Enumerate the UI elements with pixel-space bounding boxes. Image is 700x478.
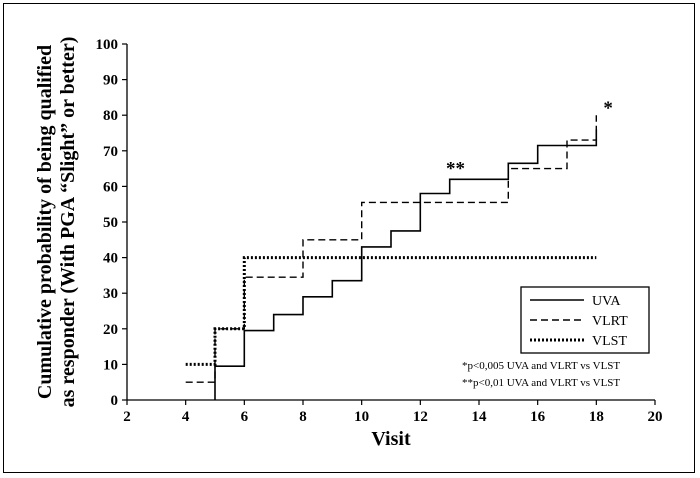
note-significance-1: *p<0,005 UVA and VLRT vs VLST bbox=[462, 360, 620, 372]
series-line-vlrt bbox=[185, 115, 597, 383]
y-tick-label: 90 bbox=[103, 73, 118, 89]
series-line-vlst bbox=[185, 256, 597, 366]
series-line-uva bbox=[214, 129, 598, 400]
y-tick-label: 30 bbox=[103, 286, 118, 302]
axes: 0 10 20 30 40 50 60 70 80 90 100 2 4 6 8 10 12 14 16 18 20 bbox=[96, 37, 663, 425]
x-tick-label: 2 bbox=[123, 409, 131, 425]
x-tick-label: 10 bbox=[354, 409, 369, 425]
y-tick-label: 100 bbox=[96, 37, 119, 53]
significance-marker: * bbox=[603, 98, 613, 119]
x-axis-title: Visit bbox=[371, 428, 411, 450]
legend-label-vlrt: VLRT bbox=[592, 314, 628, 329]
chart-frame bbox=[3, 3, 695, 473]
y-axis-title-line-2: as responder (With PGA “Slight” or bette… bbox=[57, 37, 79, 408]
y-tick-label: 10 bbox=[103, 357, 118, 373]
y-axis-title-line-1: Cumulative probability of being qualifie… bbox=[34, 45, 56, 399]
x-tick-label: 20 bbox=[648, 409, 663, 425]
x-tick-label: 8 bbox=[299, 409, 307, 425]
x-tick-label: 12 bbox=[413, 409, 428, 425]
y-tick-label: 20 bbox=[103, 322, 118, 338]
y-tick-label: 60 bbox=[103, 179, 118, 195]
legend-box bbox=[520, 286, 650, 354]
note-significance-2: **p<0,01 UVA and VLRT vs VLST bbox=[462, 377, 620, 389]
y-tick-label: 70 bbox=[103, 144, 118, 160]
y-tick-label: 80 bbox=[103, 108, 118, 124]
y-tick-label: 0 bbox=[111, 393, 119, 409]
legend-label-uva: UVA bbox=[592, 294, 621, 309]
annotation-layer: *** bbox=[446, 98, 613, 180]
x-tick-label: 18 bbox=[589, 409, 604, 425]
legend: UVA VLRT VLST bbox=[520, 286, 650, 354]
y-tick-label: 40 bbox=[103, 251, 118, 267]
x-tick-label: 16 bbox=[530, 409, 546, 425]
x-tick-label: 6 bbox=[241, 409, 249, 425]
series-layer bbox=[185, 115, 598, 400]
x-tick-label: 14 bbox=[472, 409, 488, 425]
y-tick-label: 50 bbox=[103, 215, 118, 231]
legend-label-vlst: VLST bbox=[592, 334, 627, 349]
significance-marker: ** bbox=[446, 158, 465, 179]
x-tick-label: 4 bbox=[182, 409, 190, 425]
